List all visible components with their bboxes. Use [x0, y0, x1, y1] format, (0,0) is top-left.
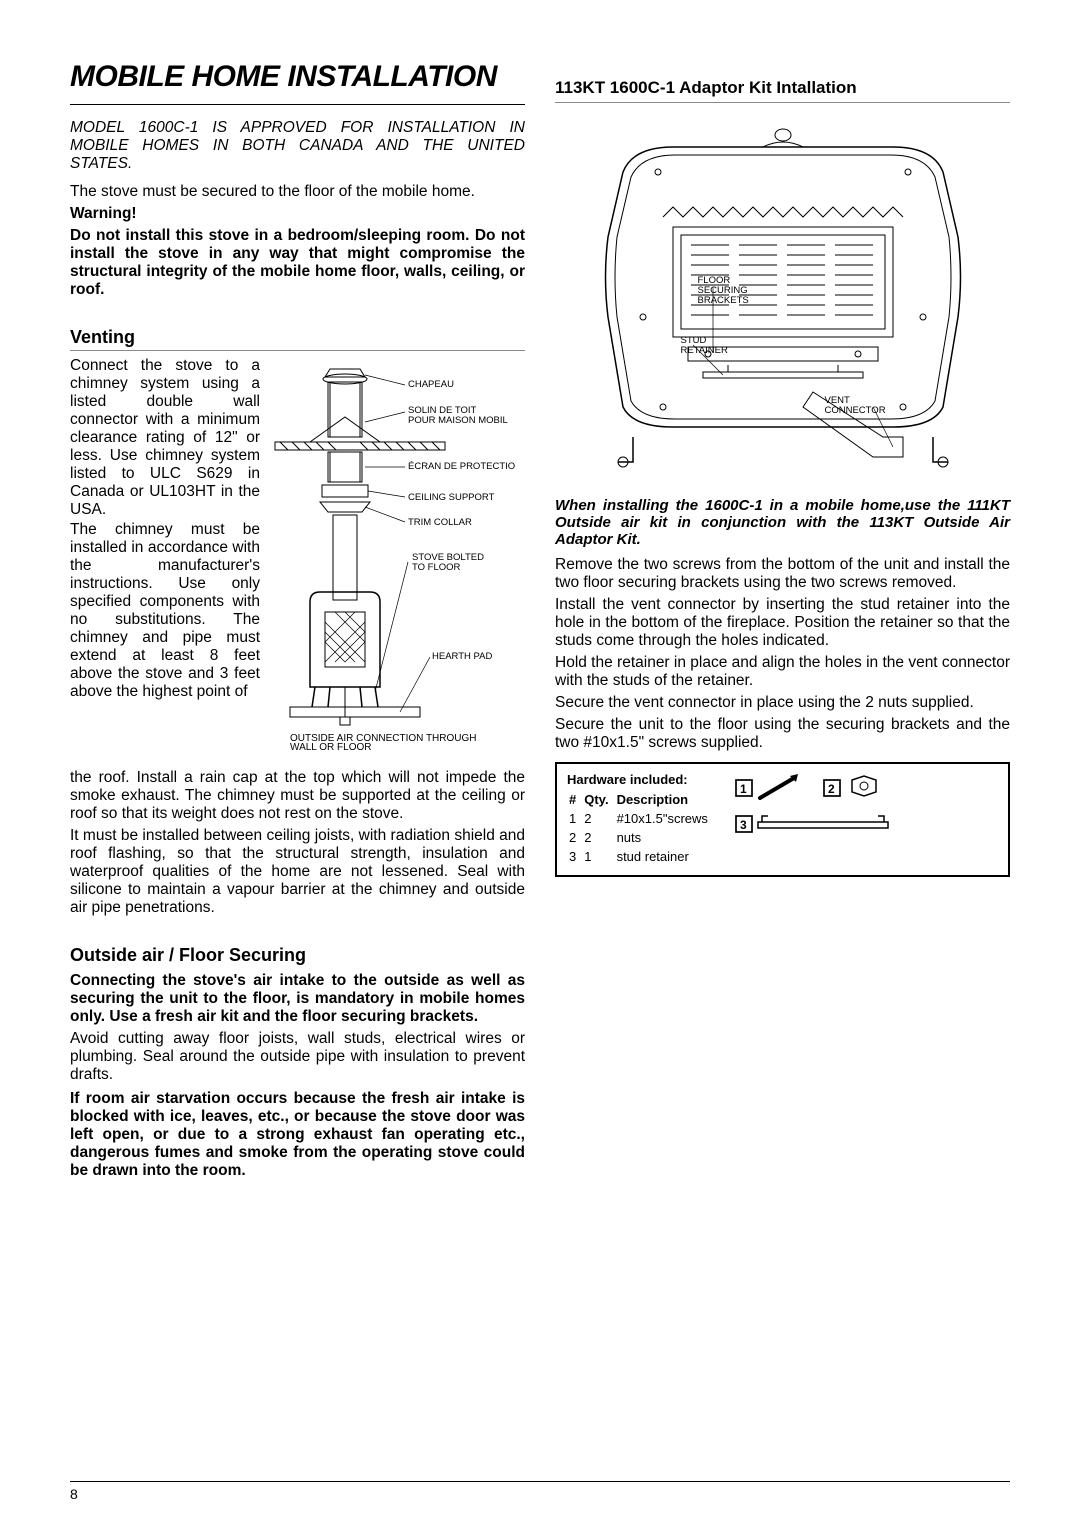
- outside-p3: If room air starvation occurs because th…: [70, 1090, 525, 1180]
- hardware-table: # Qty. Description 1 2 #10x1.5"screws 2 …: [567, 789, 716, 867]
- label-chapeau: CHAPEAU: [408, 379, 454, 390]
- label-brackets: BRACKETS: [698, 295, 749, 306]
- venting-p4: It must be installed between ceiling joi…: [70, 827, 525, 917]
- right-p2: Install the vent connector by inserting …: [555, 596, 1010, 650]
- right-p1: Remove the two screws from the bottom of…: [555, 556, 1010, 592]
- chimney-diagram: CHAPEAU SOLIN DE TOIT POUR MAISON MOBIL …: [270, 357, 520, 767]
- label-retainer: RETAINER: [681, 345, 728, 356]
- model-approval: MODEL 1600C-1 IS APPROVED FOR INSTALLATI…: [70, 119, 525, 173]
- hardware-included-box: Hardware included: # Qty. Description 1 …: [555, 762, 1010, 877]
- label-connector: CONNECTOR: [825, 405, 886, 416]
- warning-text: Do not install this stove in a bedroom/s…: [70, 227, 525, 299]
- label-stove-bolted-2: TO FLOOR: [412, 562, 460, 573]
- hw-col-desc: Description: [617, 791, 714, 808]
- right-p3: Hold the retainer in place and align the…: [555, 654, 1010, 690]
- label-solin-2: POUR MAISON MOBIL: [408, 415, 508, 426]
- label-trim-collar: TRIM COLLAR: [408, 517, 472, 528]
- warning-label: Warning!: [70, 205, 525, 223]
- label-ceiling-support: CEILING SUPPORT: [408, 492, 494, 503]
- adaptor-kit-heading: 113KT 1600C-1 Adaptor Kit Intallation: [555, 78, 1010, 103]
- footer-rule: [70, 1481, 1010, 1482]
- label-ecran: ÉCRAN DE PROTECTIO: [408, 461, 515, 472]
- hw-row: 1 2 #10x1.5"screws: [569, 810, 714, 827]
- left-column: MOBILE HOME INSTALLATION MODEL 1600C-1 I…: [70, 60, 525, 1184]
- secure-floor-note: The stove must be secured to the floor o…: [70, 183, 525, 201]
- right-p5: Secure the unit to the floor using the s…: [555, 716, 1010, 752]
- hw-col-num: #: [569, 791, 582, 808]
- install-note-italic: When installing the 1600C-1 in a mobile …: [555, 497, 1010, 548]
- venting-p3: the roof. Install a rain cap at the top …: [70, 769, 525, 823]
- right-column: 113KT 1600C-1 Adaptor Kit Intallation: [555, 60, 1010, 1184]
- outside-air-heading: Outside air / Floor Securing: [70, 945, 525, 966]
- svg-text:3: 3: [740, 818, 747, 832]
- outside-p1: Connecting the stove's air intake to the…: [70, 972, 525, 1026]
- hw-row: 3 1 stud retainer: [569, 848, 714, 865]
- outside-p2: Avoid cutting away floor joists, wall st…: [70, 1030, 525, 1084]
- title-rule: [70, 104, 525, 105]
- svg-text:2: 2: [828, 782, 835, 796]
- hardware-heading: Hardware included:: [567, 772, 716, 787]
- venting-p1: Connect the stove to a chimney system us…: [70, 357, 260, 519]
- right-p4: Secure the vent connector in place using…: [555, 694, 1010, 712]
- stove-rear-diagram: FLOOR SECURING BRACKETS STUD RETAINER VE…: [563, 117, 1003, 477]
- page-number: 8: [70, 1486, 78, 1502]
- page-title: MOBILE HOME INSTALLATION: [70, 60, 525, 94]
- svg-text:1: 1: [740, 782, 747, 796]
- venting-heading: Venting: [70, 327, 525, 351]
- hardware-icons: 1 2 3: [732, 772, 912, 842]
- venting-text-wrap: Connect the stove to a chimney system us…: [70, 357, 260, 767]
- label-hearth-pad: HEARTH PAD: [432, 651, 492, 662]
- hw-row: 2 2 nuts: [569, 829, 714, 846]
- hw-col-qty: Qty.: [584, 791, 614, 808]
- venting-p2: The chimney must be installed in accorda…: [70, 521, 260, 701]
